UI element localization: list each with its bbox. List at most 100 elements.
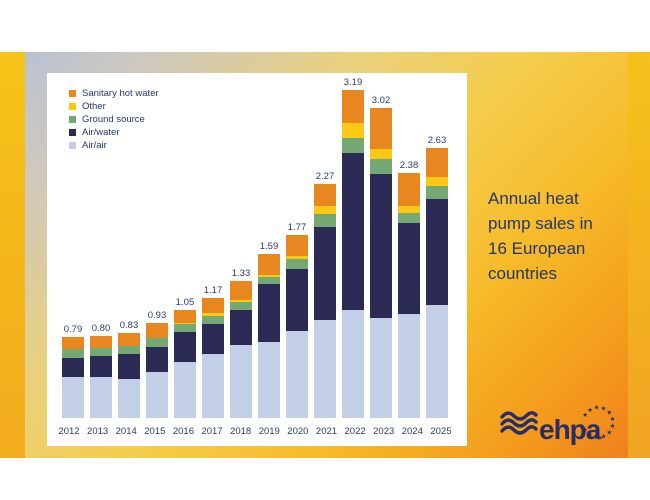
segment-sanitary_hot_water xyxy=(314,184,336,206)
segment-ground_source xyxy=(342,138,364,153)
segment-ground_source xyxy=(398,213,420,223)
bar-2012: 0.79 xyxy=(62,324,84,418)
ehpa-logo: ehpa ★ ★ ★ ★ ★ ★ ★ ★ ★ ★ ★ ★ xyxy=(500,404,616,445)
svg-text:★: ★ xyxy=(594,433,600,441)
x-axis-label: 2023 xyxy=(373,426,395,437)
segment-other xyxy=(258,275,280,277)
svg-text:★: ★ xyxy=(582,411,588,419)
x-axis-label: 2025 xyxy=(430,426,452,437)
x-axis-label: 2021 xyxy=(315,426,338,437)
x-axis-label: 2018 xyxy=(230,426,252,437)
bar-total-label: 0.80 xyxy=(91,323,111,334)
segment-ground_source xyxy=(118,346,140,354)
bar-2019: 1.59 xyxy=(258,241,280,418)
bar-2020: 1.77 xyxy=(286,222,308,418)
legend-item: Other xyxy=(69,100,159,113)
segment-sanitary_hot_water xyxy=(174,310,196,323)
svg-text:★: ★ xyxy=(601,405,607,413)
bar-total-label: 2.27 xyxy=(315,171,335,182)
bar-total-label: 1.59 xyxy=(259,241,279,252)
x-axis-labels: 2012 2013 2014 2015 2016 2017 2018 2019 2020 2021… xyxy=(58,426,451,437)
segment-ground_source xyxy=(174,324,196,332)
segment-air_air xyxy=(118,379,140,418)
segment-other xyxy=(398,206,420,213)
segment-other xyxy=(174,323,196,324)
svg-text:★: ★ xyxy=(606,409,612,417)
segment-other xyxy=(314,206,336,214)
segment-other xyxy=(370,149,392,159)
bar-total-label: 3.02 xyxy=(371,95,391,106)
svg-text:★: ★ xyxy=(606,428,612,436)
segment-air_air xyxy=(90,377,112,418)
segment-air_water xyxy=(202,324,224,354)
bar-2015: 0.93 xyxy=(146,310,168,418)
logo-text: ehpa xyxy=(539,414,602,445)
segment-air_water xyxy=(90,356,112,377)
x-axis-label: 2017 xyxy=(201,426,223,437)
segment-ground_source xyxy=(286,259,308,269)
segment-other xyxy=(230,300,252,302)
bar-2017: 1.17 xyxy=(202,285,224,418)
segment-air_water xyxy=(314,227,336,320)
legend-label: Sanitary hot water xyxy=(82,88,159,99)
x-axis-label: 2013 xyxy=(87,426,109,437)
bar-2016: 1.05 xyxy=(174,297,196,418)
svg-text:★: ★ xyxy=(594,404,600,412)
chart-panel: Sanitary hot water Other Ground source Air/… xyxy=(47,73,467,446)
bar-2024: 2.38 xyxy=(398,160,420,418)
right-gold-strip xyxy=(628,52,650,458)
segment-sanitary_hot_water xyxy=(342,90,364,123)
legend-item: Ground source xyxy=(69,113,159,126)
segment-other xyxy=(426,177,448,186)
bar-2018: 1.33 xyxy=(230,268,252,418)
segment-air_air xyxy=(62,377,84,418)
segment-sanitary_hot_water xyxy=(398,173,420,206)
segment-air_air xyxy=(174,362,196,418)
x-axis-label: 2024 xyxy=(401,426,423,437)
segment-ground_source xyxy=(426,186,448,199)
bar-total-label: 1.17 xyxy=(203,285,223,296)
legend-label: Other xyxy=(82,101,106,112)
segment-ground_source xyxy=(230,302,252,310)
legend-item: Air/water xyxy=(69,126,159,139)
plot-area: 0.79 0.80 0.83 0.93 1.05 1.17 1.33 1.59 1.77 2.27… xyxy=(62,73,448,418)
segment-ground_source xyxy=(202,316,224,324)
bar-2021: 2.27 xyxy=(314,171,336,418)
legend-label: Ground source xyxy=(82,114,145,125)
segment-sanitary_hot_water xyxy=(202,298,224,313)
title-line-4: countries xyxy=(488,264,557,283)
bar-2022: 3.19 xyxy=(342,77,364,418)
segment-other xyxy=(286,256,308,259)
segment-air_water xyxy=(426,199,448,305)
x-axis-label: 2020 xyxy=(287,426,309,437)
bar-total-label: 3.19 xyxy=(343,77,363,88)
title-line-1: Annual heat xyxy=(488,189,579,208)
segment-air_water xyxy=(398,223,420,314)
x-axis-label: 2016 xyxy=(172,426,194,437)
segment-sanitary_hot_water xyxy=(286,235,308,256)
chart-legend: Sanitary hot water Other Ground source Air/… xyxy=(69,87,159,152)
segment-air_air xyxy=(258,342,280,418)
x-axis-label: 2019 xyxy=(258,426,280,437)
segment-air_water xyxy=(174,332,196,362)
legend-swatch-icon xyxy=(69,116,76,123)
segment-air_water xyxy=(230,310,252,345)
bar-2023: 3.02 xyxy=(370,95,392,418)
segment-air_air xyxy=(230,345,252,418)
segment-sanitary_hot_water xyxy=(370,108,392,149)
segment-other xyxy=(342,123,364,138)
x-axis-label: 2012 xyxy=(58,426,80,437)
bar-total-label: 2.63 xyxy=(427,135,447,146)
bar-2013: 0.80 xyxy=(90,323,112,418)
logo-stars-icon: ★ ★ ★ ★ ★ ★ ★ ★ ★ ★ ★ ★ xyxy=(582,404,616,442)
segment-ground_source xyxy=(314,214,336,227)
segment-air_air xyxy=(370,318,392,418)
bar-total-label: 1.05 xyxy=(175,297,195,308)
segment-air_air xyxy=(398,314,420,418)
segment-sanitary_hot_water xyxy=(230,281,252,300)
segment-sanitary_hot_water xyxy=(62,337,84,349)
segment-air_water xyxy=(258,284,280,342)
svg-text:★: ★ xyxy=(601,432,607,440)
segment-sanitary_hot_water xyxy=(146,323,168,338)
x-axis-label: 2015 xyxy=(144,426,166,437)
